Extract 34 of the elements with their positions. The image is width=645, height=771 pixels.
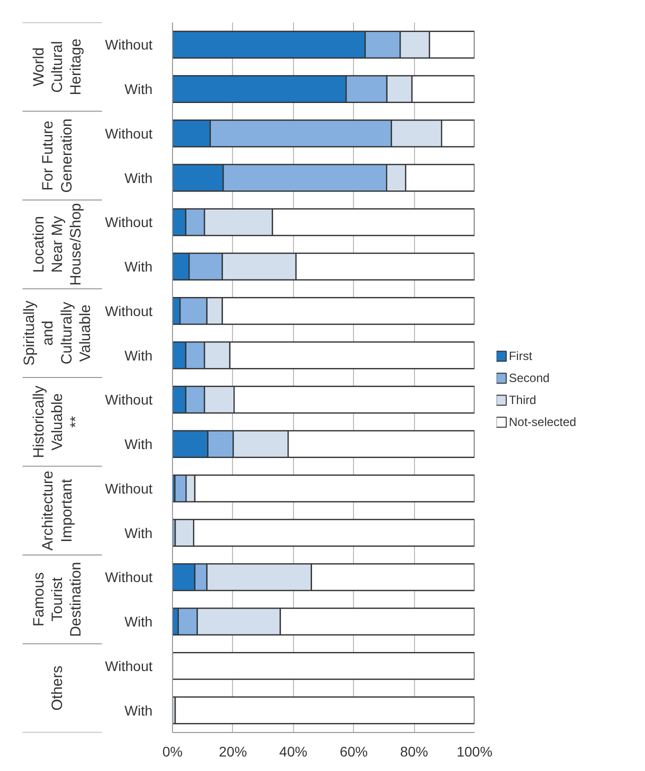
x-tick-label: 0% bbox=[162, 744, 183, 760]
text: Architecture Important bbox=[40, 470, 76, 551]
y-tick-label: With bbox=[124, 258, 152, 275]
x-tick-label: 20% bbox=[218, 744, 247, 760]
y-tick-label: With bbox=[124, 524, 152, 541]
y-tick-label: Without bbox=[105, 125, 153, 142]
x-tick-label: 80% bbox=[400, 744, 428, 760]
legend-label: Second bbox=[508, 371, 550, 386]
legend-label: Third bbox=[508, 393, 536, 408]
y-tick-label: With bbox=[124, 170, 152, 186]
y-tick-label: With bbox=[124, 702, 152, 718]
text: Famous Tourist Destination bbox=[30, 562, 85, 637]
y-tick-label: Without bbox=[105, 392, 153, 408]
y-tick-label: With bbox=[124, 614, 152, 630]
y-tick-label: With bbox=[124, 436, 152, 452]
y-tick-label: Without bbox=[105, 569, 153, 586]
text: Location Near My House/Shop bbox=[30, 203, 85, 286]
x-tick-label: 40% bbox=[279, 744, 308, 760]
y-tick-label: Without bbox=[105, 302, 153, 319]
y-tick-label: Without bbox=[105, 214, 153, 230]
legend-label: Not-selected bbox=[508, 415, 576, 430]
y-tick-label: With bbox=[124, 347, 152, 364]
text: World Cultural Heritage bbox=[30, 38, 85, 96]
y-tick-label: Without bbox=[105, 480, 153, 496]
y-tick-label: Without bbox=[105, 658, 153, 674]
x-tick-label: 60% bbox=[340, 744, 368, 760]
legend-label: First bbox=[508, 349, 533, 364]
text: Spiritually and Culturally Valuable bbox=[20, 300, 94, 366]
text: Historically Valuable ** bbox=[30, 385, 85, 458]
y-tick-label: With bbox=[124, 81, 152, 98]
y-tick-label: Without bbox=[105, 36, 153, 53]
text: For Future Generation bbox=[40, 118, 76, 193]
text: Others bbox=[49, 666, 66, 711]
x-tick-label: 100% bbox=[456, 744, 492, 760]
